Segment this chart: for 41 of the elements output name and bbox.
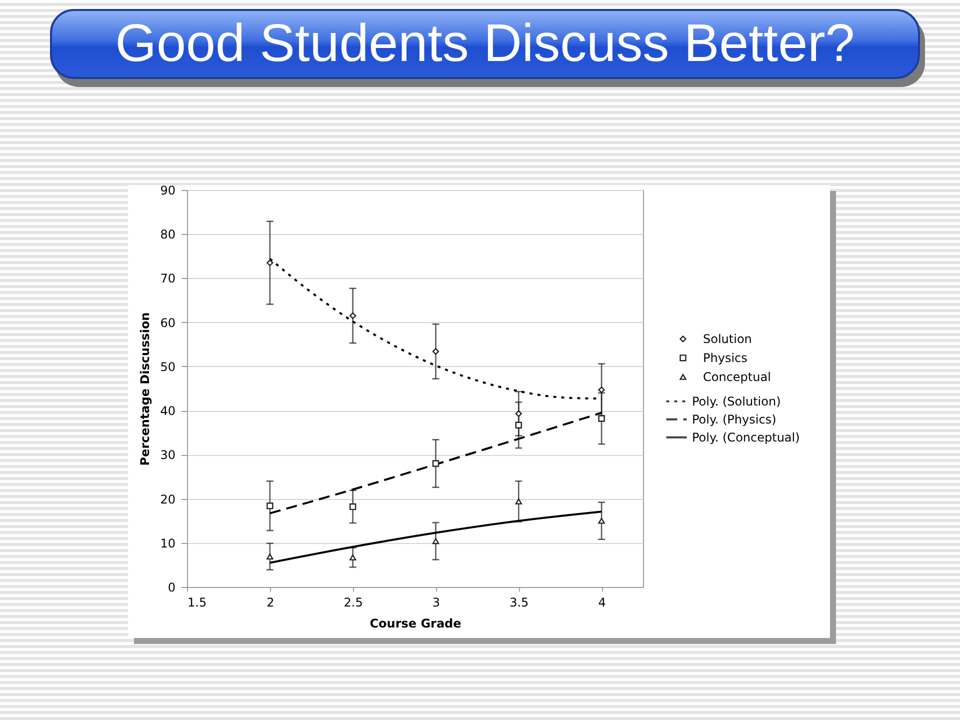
point — [349, 312, 356, 320]
legend-label: Poly. (Physics) — [692, 412, 776, 426]
x-tick-label: 3.5 — [510, 596, 529, 610]
point — [598, 386, 605, 394]
point — [266, 554, 274, 560]
point — [515, 422, 522, 428]
line-series — [268, 412, 603, 514]
point — [432, 460, 440, 467]
x-tick-label: 1.5 — [188, 596, 207, 610]
point — [598, 415, 605, 422]
legend-label: Solution — [703, 332, 752, 346]
point — [432, 538, 440, 544]
y-tick-label: 40 — [160, 404, 176, 418]
x-axis-title: Course Grade — [370, 616, 462, 630]
point — [349, 554, 356, 560]
point — [349, 503, 356, 510]
point — [266, 502, 274, 510]
y-tick-label: 90 — [160, 184, 176, 198]
legend-label: Conceptual — [703, 370, 771, 384]
y-tick-label: 70 — [160, 272, 176, 286]
y-tick-label: 60 — [160, 316, 176, 330]
x-tick-label: 4 — [598, 596, 606, 610]
point — [266, 259, 274, 266]
point — [598, 518, 605, 524]
y-tick-label: 20 — [160, 492, 176, 506]
x-tick-label: 3 — [432, 596, 440, 610]
x-tick-label: 2.5 — [344, 596, 363, 610]
y-tick-label: 10 — [160, 536, 176, 550]
y-tick-label: 50 — [160, 360, 176, 374]
legend-label: Poly. (Solution) — [692, 394, 781, 408]
y-tick-label: 0 — [168, 580, 176, 594]
point — [515, 410, 522, 417]
point — [432, 348, 440, 355]
line-series — [268, 510, 603, 564]
x-tick-label: 2 — [266, 596, 274, 610]
y-axis-title: Percentage Discussion — [138, 312, 152, 466]
point — [515, 498, 522, 504]
y-tick-label: 80 — [160, 228, 176, 242]
y-tick-label: 30 — [160, 448, 176, 462]
legend-label: Physics — [703, 350, 748, 365]
legend-label: Poly. (Conceptual) — [692, 430, 800, 444]
